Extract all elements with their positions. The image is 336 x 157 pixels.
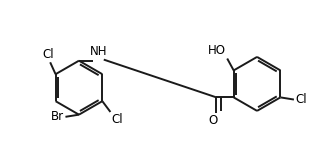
Text: Br: Br [51,110,65,123]
Text: O: O [208,114,217,127]
Text: HO: HO [208,44,226,57]
Text: Cl: Cl [43,48,54,61]
Text: Cl: Cl [112,113,123,125]
Text: Cl: Cl [295,93,307,106]
Text: NH: NH [90,45,107,58]
